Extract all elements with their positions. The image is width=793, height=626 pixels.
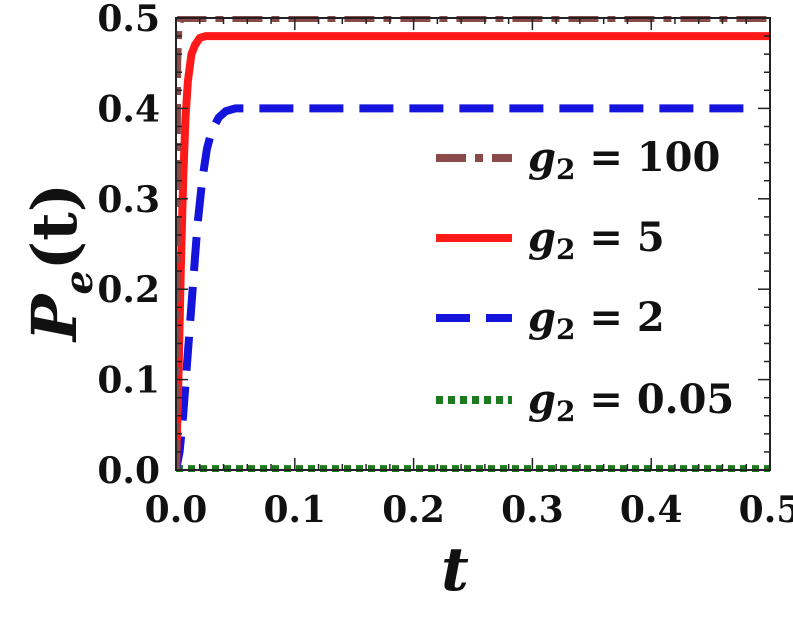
x-tick-label: 0.2 (382, 489, 445, 531)
legend-rest: = 2 (575, 294, 664, 341)
legend-label-2: g2 = 5 (528, 214, 665, 266)
y-axis-label: Pe(t) (18, 183, 101, 343)
x-tick-labels: 0.0 0.1 0.2 0.3 0.4 0.5 (145, 489, 793, 531)
x-axis-label: t (441, 535, 469, 605)
legend-var: g (528, 294, 556, 341)
y-tick-labels: 0.0 0.1 0.2 0.3 0.4 0.5 (97, 0, 160, 492)
y-axis-label-arg: (t) (18, 183, 91, 270)
legend-label-4: g2 = 0.05 (528, 376, 734, 428)
legend-var: g (528, 134, 556, 181)
plot-frame (175, 17, 771, 471)
legend-var: g (528, 214, 556, 261)
ticks-layer (175, 17, 771, 471)
legend-rest: = 5 (575, 214, 664, 261)
legend-sub: 2 (556, 313, 575, 346)
y-tick-label: 0.3 (97, 179, 160, 221)
legend-label-3: g2 = 2 (528, 294, 665, 346)
x-tick-label: 0.3 (501, 489, 564, 531)
y-tick-label: 0.4 (97, 88, 160, 130)
series-line-3 (176, 104, 747, 471)
legend-sub: 2 (556, 395, 575, 428)
x-tick-label: 0.0 (145, 489, 208, 531)
legend-var: g (528, 376, 556, 423)
y-tick-label: 0.2 (97, 269, 160, 311)
y-axis-label-main: P (18, 292, 91, 343)
legend-label-1: g2 = 100 (528, 134, 720, 186)
legend-sub: 2 (556, 233, 575, 266)
x-tick-label: 0.1 (263, 489, 326, 531)
y-tick-label: 0.1 (97, 360, 160, 402)
y-axis-label-sub: e (56, 270, 101, 294)
legend-rest: = 0.05 (575, 376, 734, 423)
x-tick-label: 0.4 (620, 489, 683, 531)
legend-sub: 2 (556, 153, 575, 186)
x-tick-label: 0.5 (739, 489, 793, 531)
legend-rest: = 100 (575, 134, 720, 181)
y-tick-label: 0.5 (97, 0, 160, 40)
y-tick-label: 0.0 (97, 450, 160, 492)
